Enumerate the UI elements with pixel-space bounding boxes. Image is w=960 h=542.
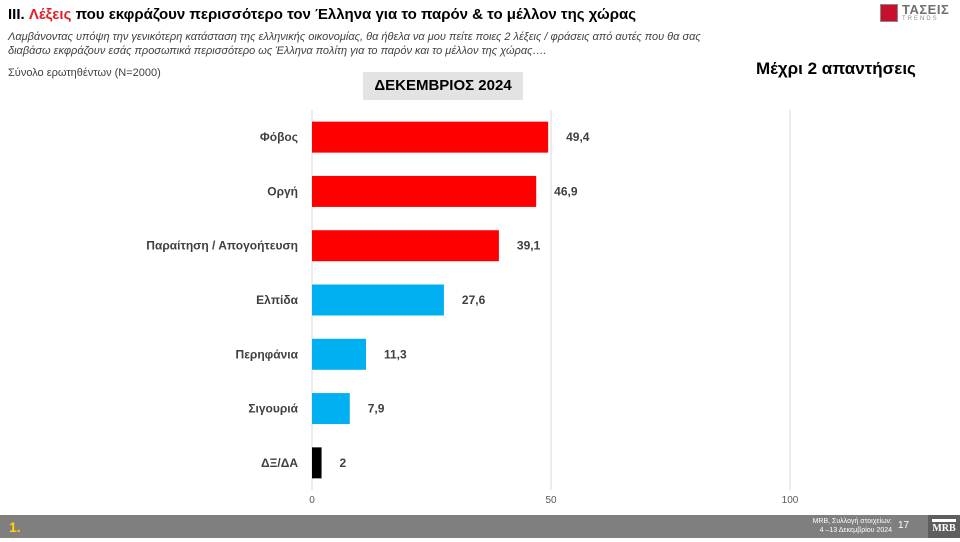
logo-mark-icon bbox=[880, 4, 898, 22]
period-label: ΔΕΚΕΜΒΡΙΟΣ 2024 bbox=[363, 72, 523, 100]
logo-name: ΤΑΣΕΙΣ bbox=[902, 2, 950, 17]
value-label-4: 11,3 bbox=[384, 347, 407, 361]
bar-0 bbox=[312, 121, 549, 153]
page-number: 17 bbox=[898, 520, 910, 531]
source-note: MRB, Συλλογή στοιχείων: 4 –13 Δεκεμβρίου… bbox=[812, 518, 892, 534]
sample-size: Σύνολο ερωτηθέντων (Ν=2000) bbox=[8, 67, 161, 79]
logo-sub: TRENDS bbox=[902, 16, 939, 22]
tasis-logo: ΤΑΣΕΙΣ TRENDS bbox=[880, 2, 952, 24]
x-tick-label-1: 50 bbox=[545, 495, 557, 506]
value-label-1: 46,9 bbox=[554, 184, 578, 198]
category-label-0: Φόβος bbox=[260, 130, 298, 144]
value-label-2: 39,1 bbox=[517, 239, 541, 253]
bar-2 bbox=[312, 230, 499, 262]
category-label-1: Οργή bbox=[267, 184, 298, 198]
x-tick-label-2: 100 bbox=[782, 495, 799, 506]
bar-6 bbox=[312, 447, 322, 479]
title-highlight: Λέξεις bbox=[28, 6, 72, 23]
category-label-6: ΔΞ/ΔΑ bbox=[261, 456, 298, 470]
bar-4 bbox=[312, 338, 367, 370]
slide-label: 1. bbox=[9, 519, 21, 535]
title-prefix: III. bbox=[8, 6, 25, 23]
value-label-0: 49,4 bbox=[566, 130, 590, 144]
mrb-logo: MRB bbox=[928, 515, 960, 538]
category-label-3: Ελπίδα bbox=[256, 293, 298, 307]
chart-title: III. Λέξεις που εκφράζουν περισσότερο το… bbox=[8, 6, 636, 23]
bar-1 bbox=[312, 175, 537, 207]
value-label-5: 7,9 bbox=[368, 402, 385, 416]
footer-bar: 1. MRB, Συλλογή στοιχείων: 4 –13 Δεκεμβρ… bbox=[0, 515, 960, 538]
value-label-6: 2 bbox=[340, 456, 347, 470]
answers-note: Μέχρι 2 απαντήσεις bbox=[756, 59, 916, 78]
title-rest: που εκφράζουν περισσότερο τον Έλληνα για… bbox=[75, 6, 637, 23]
bar-3 bbox=[312, 284, 444, 316]
question-text: Λαμβάνοντας υπόψη την γενικότερη κατάστα… bbox=[8, 31, 701, 57]
category-label-4: Περηφάνια bbox=[236, 347, 299, 361]
x-tick-label-0: 0 bbox=[309, 495, 315, 506]
value-label-3: 27,6 bbox=[462, 293, 486, 307]
category-label-5: Σιγουριά bbox=[248, 402, 298, 416]
bar-chart: 0 50 100 Φόβος 49,4 Οργή 46,9 Παραίτηση / Απογο… bbox=[146, 110, 799, 506]
category-label-2: Παραίτηση / Απογοήτευση bbox=[146, 239, 298, 253]
bar-5 bbox=[312, 393, 350, 425]
